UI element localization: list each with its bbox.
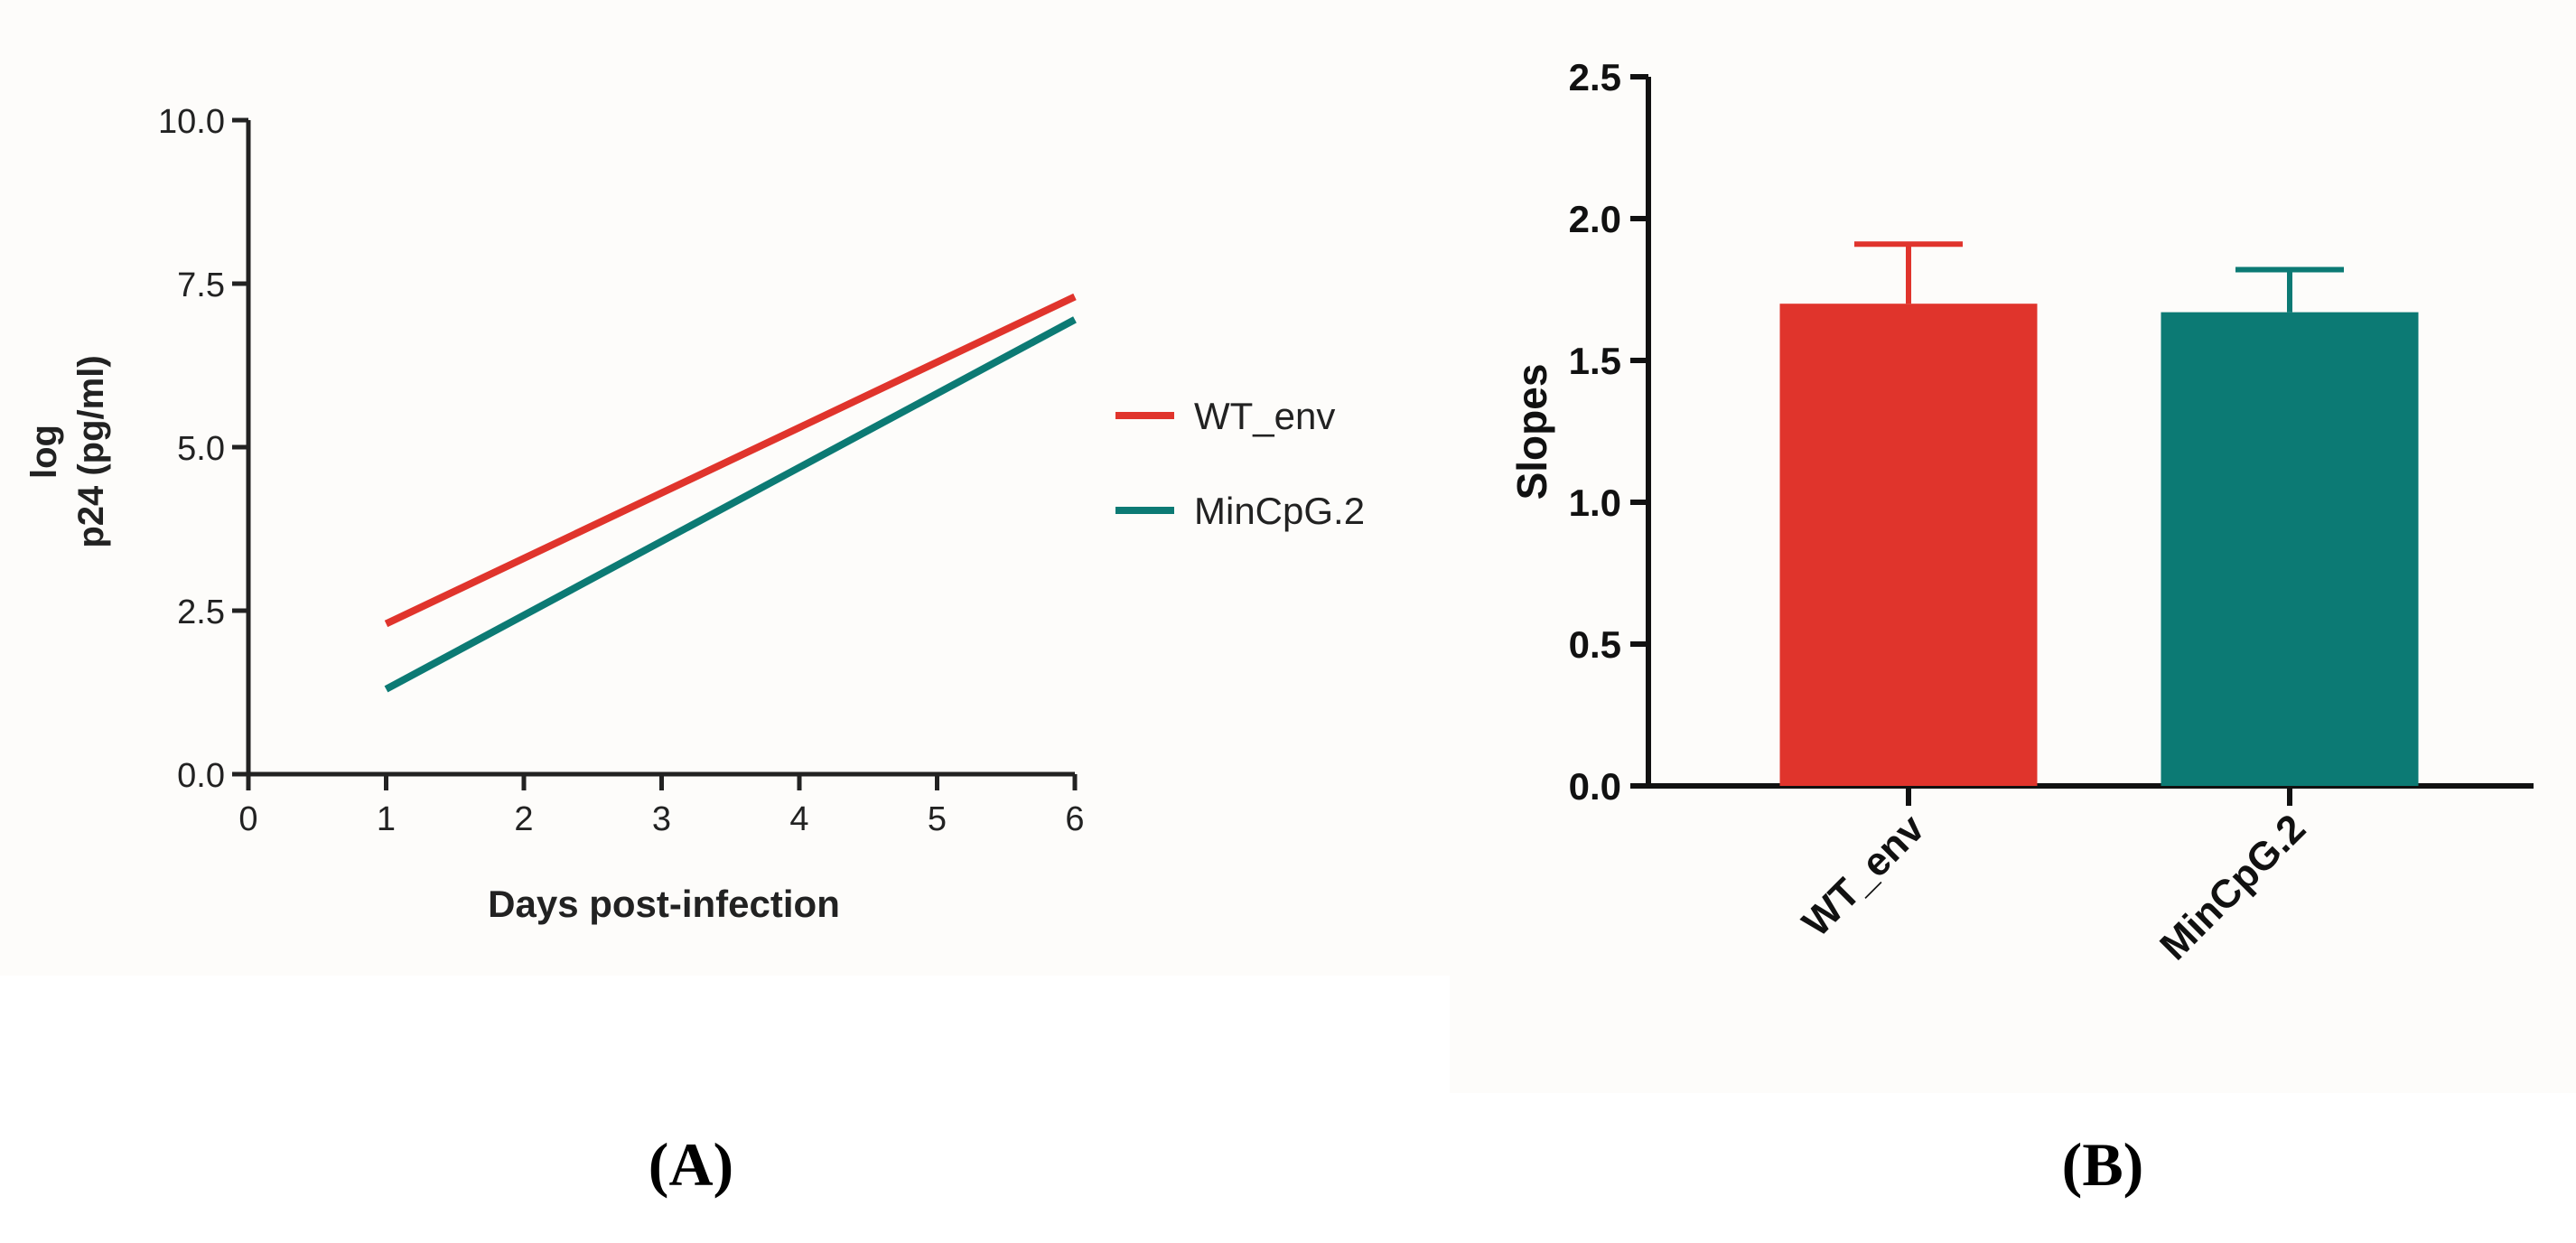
panel-a-x-tick-label: 4 [789, 800, 808, 838]
panel-a-x-tick-label: 3 [652, 800, 671, 838]
panel-a-y-ticks: 0.0 2.5 5.0 7.5 10.0 [158, 103, 248, 795]
panel-a-x-ticks: 0 1 2 3 4 5 6 [238, 774, 1085, 838]
panel-b-category-label: WT_env [1794, 806, 1933, 945]
panel-b-y-axis-label: Slopes [1508, 364, 1555, 500]
panel-a-x-tick-label: 0 [238, 800, 257, 838]
panel-a-legend-label: WT_env [1194, 395, 1335, 437]
panel-a-y-label-line2: p24 (pg/ml) [71, 355, 111, 547]
panel-a-y-tick-label: 10.0 [158, 103, 225, 141]
panel-a-series [384, 293, 1077, 693]
panel-a-y-tick-label: 2.5 [177, 593, 225, 631]
panel-a-y-axis-label: log p24 (pg/ml) [24, 355, 111, 547]
panel-a-legend: WT_env MinCpG.2 [1115, 395, 1365, 532]
panel-b-caption: (B) [2061, 1130, 2144, 1199]
panel-b-bar [1779, 304, 2038, 786]
panel-a-x-tick-label: 5 [928, 800, 947, 838]
panel-b-bar [2161, 312, 2419, 786]
panel-b-bars [1779, 241, 2419, 786]
panel-a-legend-label: MinCpG.2 [1194, 490, 1365, 532]
panel-a-series-line [384, 293, 1077, 628]
panel-a-y-tick-label: 0.0 [177, 757, 225, 795]
panel-b-y-tick-label: 2.0 [1569, 198, 1621, 240]
panel-a-background [0, 0, 1454, 976]
panel-a-caption: (A) [648, 1130, 734, 1199]
panel-a-y-label-line1: log [24, 425, 64, 479]
panel-b-bar-chart: 0.0 0.5 1.0 1.5 2.0 2.5 WT_env MinCpG.2 Slopes [1508, 56, 2534, 968]
panel-b-y-ticks: 0.0 0.5 1.0 1.5 2.0 2.5 [1569, 56, 1648, 808]
panel-b-y-tick-label: 0.0 [1569, 765, 1621, 808]
panel-a-series-line [384, 316, 1077, 693]
panel-a-x-tick-label: 6 [1065, 800, 1084, 838]
panel-a-x-tick-label: 1 [377, 800, 396, 838]
panel-a-y-tick-label: 7.5 [177, 266, 225, 304]
panel-b-y-tick-label: 0.5 [1569, 623, 1621, 666]
panel-a-y-tick-label: 5.0 [177, 430, 225, 468]
panel-b-category-label: MinCpG.2 [2151, 806, 2314, 968]
panel-b-category-labels: WT_env MinCpG.2 [1794, 786, 2314, 968]
panel-b-y-tick-label: 1.0 [1569, 481, 1621, 524]
panel-b-y-tick-label: 2.5 [1569, 56, 1621, 98]
panel-b-y-tick-label: 1.5 [1569, 340, 1621, 382]
panel-a-x-tick-label: 2 [514, 800, 533, 838]
panel-a-x-axis-label: Days post-infection [488, 883, 840, 925]
